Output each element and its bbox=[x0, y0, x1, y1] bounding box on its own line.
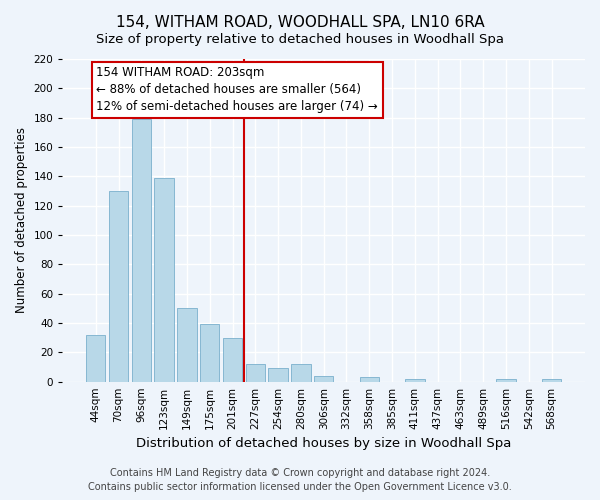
Bar bbox=[496, 378, 515, 382]
Y-axis label: Number of detached properties: Number of detached properties bbox=[15, 128, 28, 314]
Bar bbox=[291, 364, 311, 382]
Bar bbox=[131, 119, 151, 382]
Bar bbox=[405, 378, 425, 382]
Bar bbox=[359, 378, 379, 382]
Bar bbox=[109, 191, 128, 382]
Bar bbox=[542, 378, 561, 382]
Bar bbox=[86, 334, 106, 382]
Text: Size of property relative to detached houses in Woodhall Spa: Size of property relative to detached ho… bbox=[96, 32, 504, 46]
Bar bbox=[314, 376, 334, 382]
Bar bbox=[177, 308, 197, 382]
X-axis label: Distribution of detached houses by size in Woodhall Spa: Distribution of detached houses by size … bbox=[136, 437, 511, 450]
Text: 154, WITHAM ROAD, WOODHALL SPA, LN10 6RA: 154, WITHAM ROAD, WOODHALL SPA, LN10 6RA bbox=[116, 15, 484, 30]
Text: 154 WITHAM ROAD: 203sqm
← 88% of detached houses are smaller (564)
12% of semi-d: 154 WITHAM ROAD: 203sqm ← 88% of detache… bbox=[96, 66, 378, 114]
Text: Contains HM Land Registry data © Crown copyright and database right 2024.
Contai: Contains HM Land Registry data © Crown c… bbox=[88, 468, 512, 492]
Bar bbox=[245, 364, 265, 382]
Bar bbox=[268, 368, 288, 382]
Bar bbox=[223, 338, 242, 382]
Bar bbox=[154, 178, 174, 382]
Bar bbox=[200, 324, 220, 382]
